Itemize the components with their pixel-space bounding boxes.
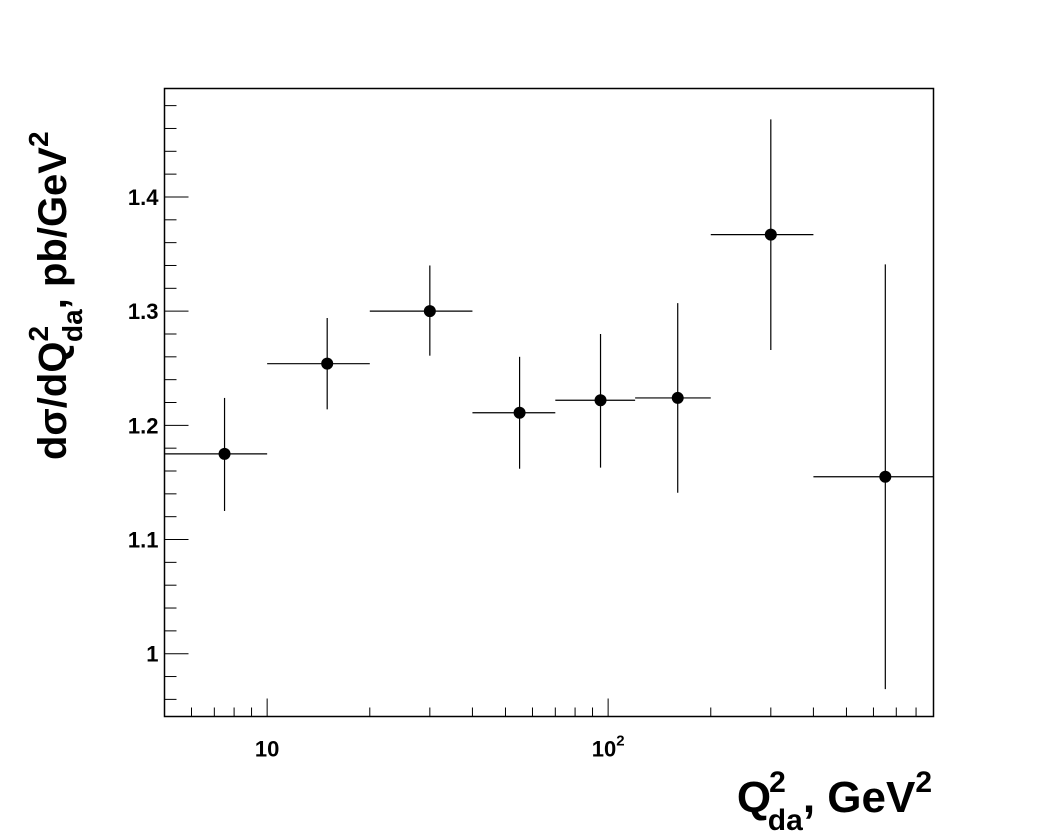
y-tick-label: 1.1 — [128, 528, 159, 553]
y-axis-title-rest: , pb/GeV — [31, 147, 75, 310]
y-tick-label: 1.3 — [128, 299, 159, 324]
point-marker — [513, 406, 526, 419]
y-tick-label: 1.4 — [128, 185, 159, 210]
point-marker — [218, 447, 231, 460]
data-point-7 — [710, 119, 814, 350]
y-tick-label: 1.2 — [128, 413, 159, 438]
data-point-1 — [164, 397, 268, 511]
y-tick-label: 1 — [146, 642, 158, 667]
data-point-4 — [472, 356, 556, 469]
x-axis-title-sub: da — [768, 804, 803, 832]
data-point-2 — [267, 318, 370, 410]
axis-ticks — [164, 105, 934, 717]
x-tick-label-base: 10 — [592, 737, 616, 762]
x-tick-label-sup: 2 — [616, 733, 624, 750]
x-axis-title-rest: , GeV — [803, 773, 916, 822]
point-marker — [423, 305, 436, 318]
x-axis-title-sup: 2 — [769, 766, 786, 799]
y-axis-title: dσ/dQ2 da, pb/GeV2 — [23, 131, 88, 460]
x-tick-label-base: 10 — [255, 737, 279, 762]
x-tick-label: 10 — [255, 737, 279, 762]
y-axis-title-rest-sup: 2 — [23, 131, 54, 147]
point-marker — [594, 394, 607, 407]
y-axis-title-pre: dσ/dQ — [31, 342, 75, 460]
x-axis-title: Q2 da, GeV2 — [737, 766, 932, 832]
data-point-5 — [555, 333, 636, 468]
data-points — [164, 119, 934, 690]
data-point-6 — [635, 303, 711, 493]
point-marker — [321, 357, 334, 370]
plot-frame — [163, 87, 935, 718]
y-axis-title-sub: da — [57, 309, 88, 342]
x-tick-label: 102 — [592, 733, 625, 762]
point-marker — [671, 391, 684, 404]
x-axis-title-rest-sup: 2 — [915, 766, 932, 799]
data-point-8 — [813, 264, 934, 690]
x-axis-title-base: Q — [737, 773, 771, 822]
data-point-3 — [369, 265, 473, 356]
point-marker — [879, 470, 892, 483]
y-axis-title-sup: 2 — [23, 326, 54, 342]
point-marker — [764, 228, 777, 241]
